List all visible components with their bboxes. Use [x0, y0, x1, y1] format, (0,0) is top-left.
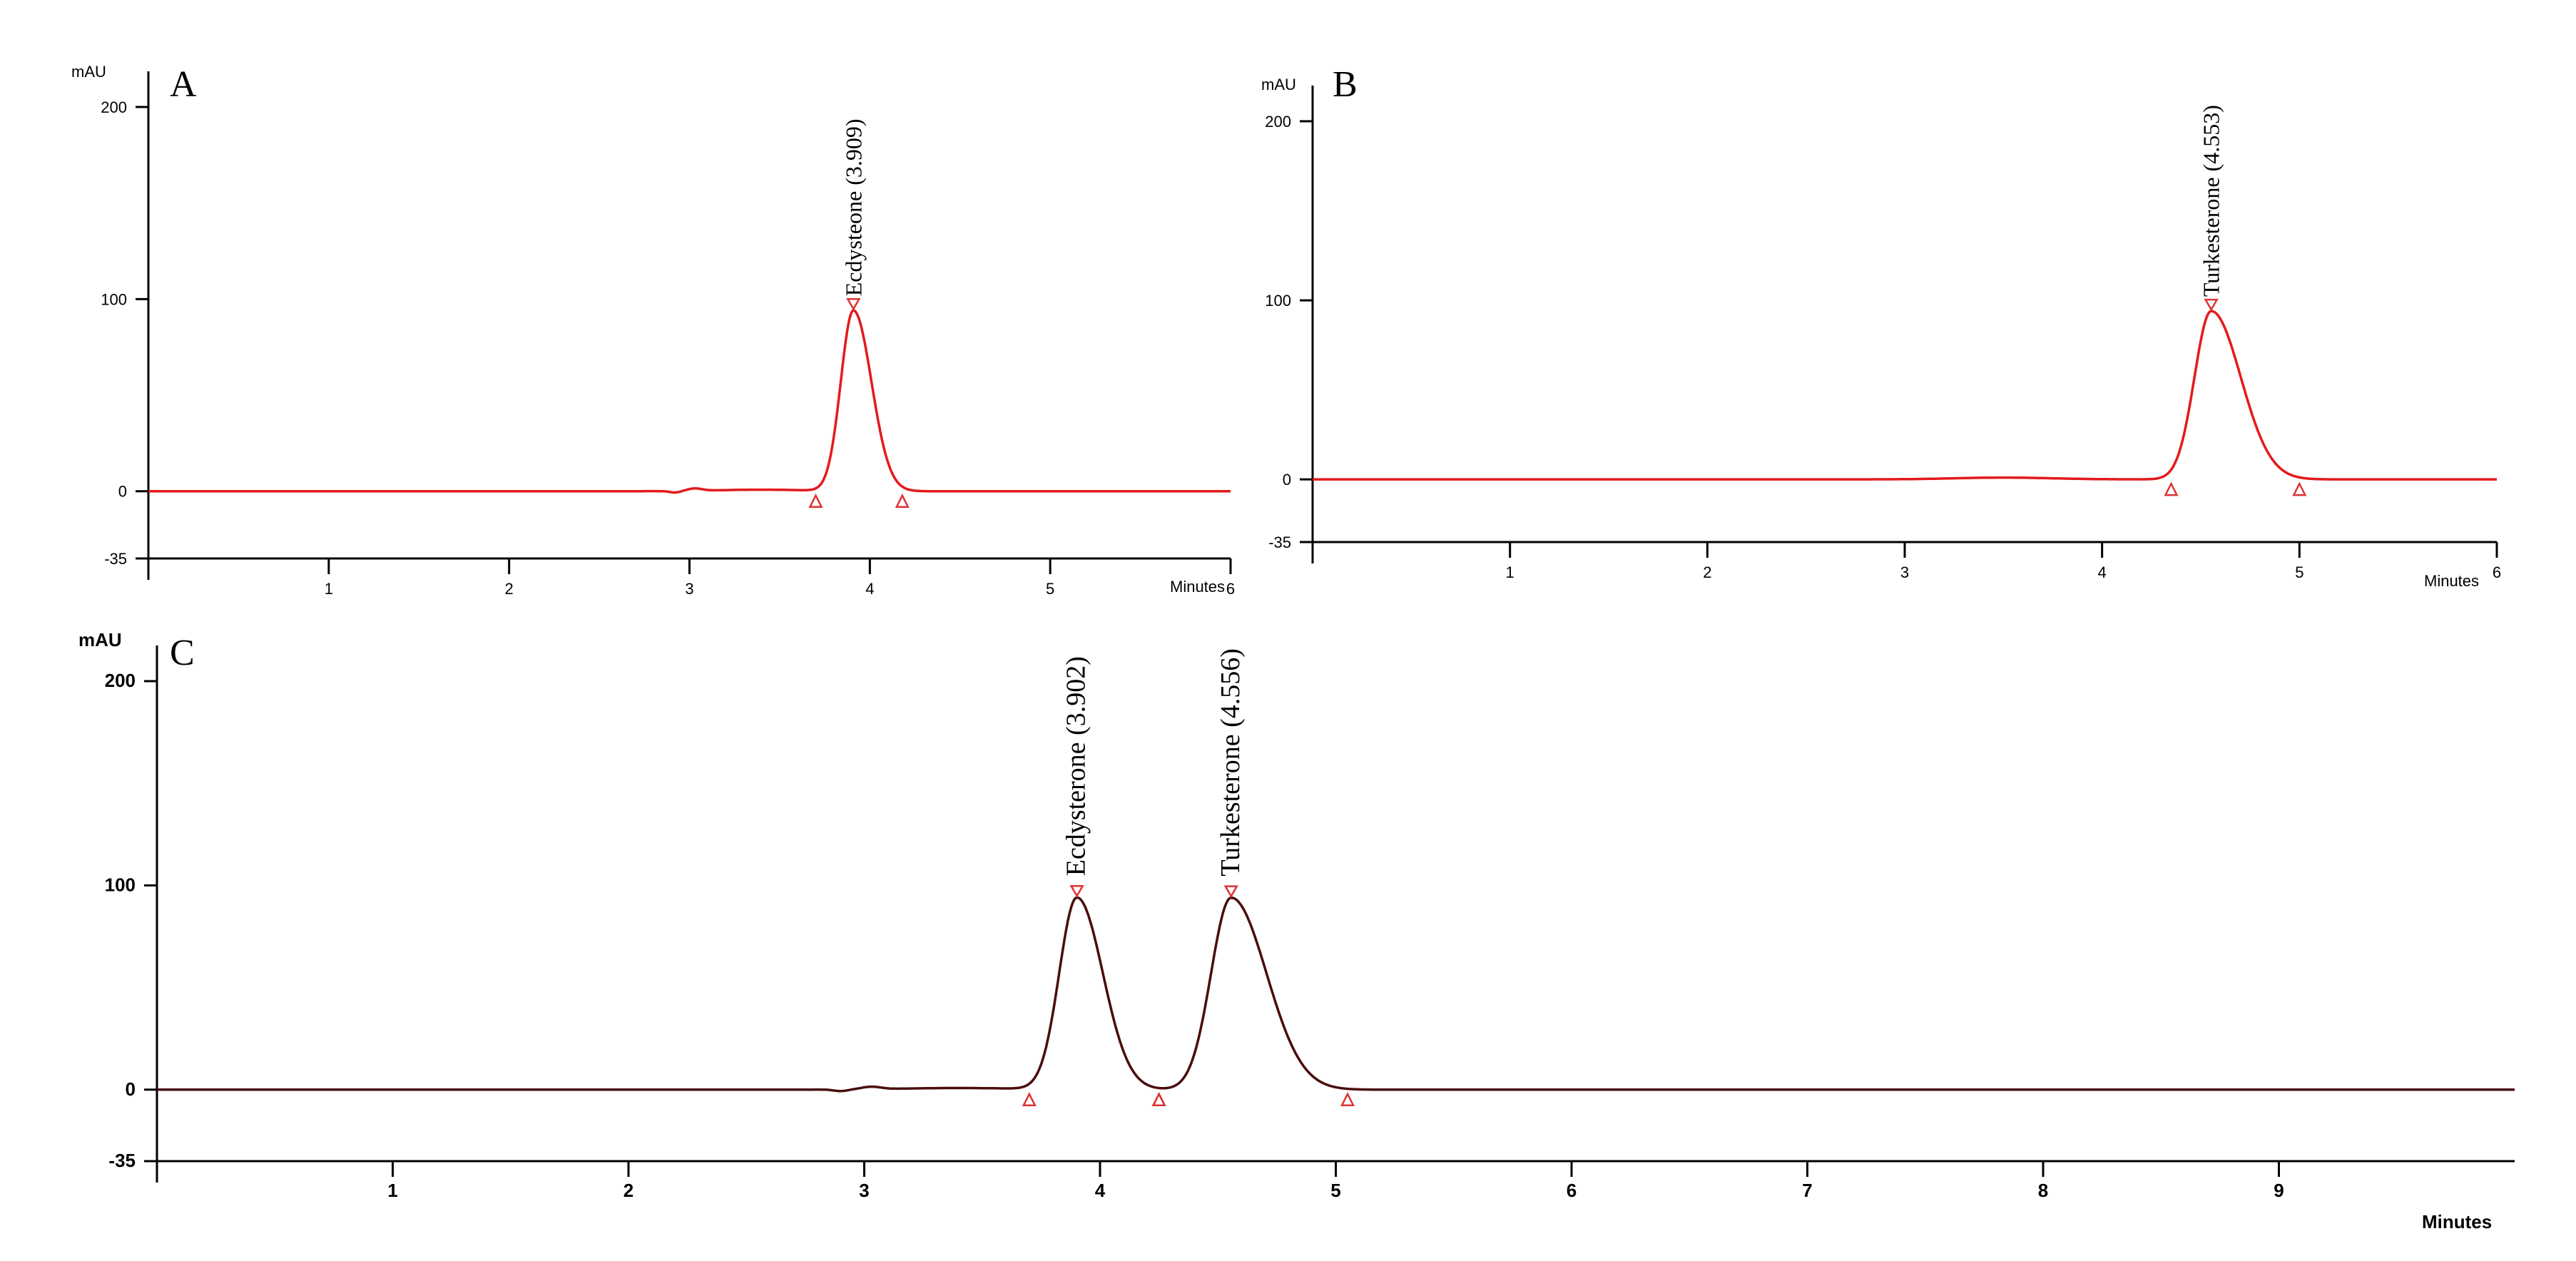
y-tick-label: 0 [118, 483, 127, 501]
y-axis-unit: mAU [71, 63, 106, 81]
chromatogram-trace [148, 309, 1231, 494]
x-tick-label: 6 [1567, 1180, 1577, 1201]
peak-boundary-marker [1151, 1091, 1166, 1107]
peak-boundary-marker [2292, 481, 2307, 496]
y-axis-unit: mAU [1261, 76, 1296, 93]
chromatogram-panel-b: 200 100 0 -35 1 2 3 4 5 6 mAU Minutes B Turkesterone … [1261, 64, 2501, 590]
x-tick-label: 1 [387, 1180, 397, 1201]
peak-apex-marker [1069, 885, 1084, 898]
peak-boundary-marker [1022, 1091, 1037, 1107]
x-tick-label: 3 [685, 580, 693, 598]
x-tick-label: 2 [1703, 563, 1711, 581]
peak-boundary-marker [2164, 481, 2179, 496]
x-tick-label: 2 [505, 580, 514, 598]
x-tick-label: 1 [1506, 563, 1514, 581]
x-tick-label: 8 [2038, 1180, 2048, 1201]
chromatogram-panel-a: 200 100 0 -35 1 2 3 4 5 6 mAU Minutes A Ecdysteone (3… [71, 63, 1235, 598]
peak-label: Turkesterone (4.553) [2199, 105, 2224, 297]
x-tick-label: 1 [325, 580, 333, 598]
x-tick-label: 3 [859, 1180, 869, 1201]
peak-boundary-marker [808, 493, 823, 508]
chromatogram-trace [1312, 310, 2498, 481]
y-tick-label: 0 [1283, 471, 1291, 489]
y-axis-unit: mAU [78, 629, 122, 650]
panel-letter: C [170, 633, 195, 673]
y-tick-label: 100 [1265, 292, 1291, 310]
x-tick-label: 5 [1330, 1180, 1340, 1201]
x-axis-unit: Minutes [2422, 1211, 2492, 1232]
peak-apex-marker [1223, 885, 1238, 899]
peak-boundary-marker [1340, 1091, 1355, 1107]
x-tick-label: 3 [1900, 563, 1909, 581]
peak-retention-time: (4.553) [2199, 105, 2224, 177]
peak-retention-time: (3.909) [840, 118, 866, 190]
x-tick-label: 6 [1226, 580, 1235, 598]
x-axis-unit: Minutes [1170, 578, 1225, 596]
peak-apex-marker [2204, 298, 2219, 312]
x-tick-label: 5 [1046, 580, 1054, 598]
y-tick-label: 200 [105, 670, 136, 691]
y-tick-label: 200 [101, 98, 127, 116]
x-tick-label: 4 [2098, 563, 2107, 581]
y-tick-label: -35 [108, 1150, 136, 1171]
peak-compound: Turkesterone [2199, 177, 2224, 297]
peak-compound: Turkesterone [1216, 734, 1246, 876]
y-tick-label: 100 [101, 290, 127, 308]
peak-retention-time: (3.902) [1062, 656, 1091, 742]
chromatogram-panel-c: 200 100 0 -35 1 2 3 4 5 6 7 8 9 mAU Minutes C Ecdysteron… [78, 629, 2515, 1232]
peak-label: Turkesterone (4.556) [1216, 648, 1246, 876]
peak-label: Ecdysteone (3.909) [840, 118, 866, 296]
x-axis-unit: Minutes [2424, 572, 2479, 590]
panel-letter: A [170, 64, 197, 105]
x-tick-label: 6 [2493, 563, 2501, 581]
peak-retention-time: (4.556) [1216, 648, 1246, 734]
peak-compound: Ecdysterone [1062, 742, 1091, 876]
y-tick-label: 0 [126, 1078, 136, 1100]
chromatogram-trace [157, 896, 2515, 1093]
y-tick-label: -35 [1268, 534, 1291, 551]
peak-apex-marker [846, 298, 861, 311]
x-tick-label: 5 [2295, 563, 2303, 581]
y-tick-label: 200 [1265, 113, 1291, 131]
y-tick-label: -35 [104, 550, 127, 568]
peak-compound: Ecdysteone [840, 191, 866, 297]
x-tick-label: 7 [1802, 1180, 1812, 1201]
peak-boundary-marker [895, 493, 910, 508]
x-tick-label: 2 [623, 1180, 633, 1201]
x-tick-label: 9 [2274, 1180, 2284, 1201]
peak-label: Ecdysterone (3.902) [1062, 656, 1091, 876]
y-tick-label: 100 [105, 874, 136, 895]
x-tick-label: 4 [865, 580, 874, 598]
x-tick-label: 4 [1095, 1180, 1106, 1201]
panel-letter: B [1333, 64, 1358, 105]
